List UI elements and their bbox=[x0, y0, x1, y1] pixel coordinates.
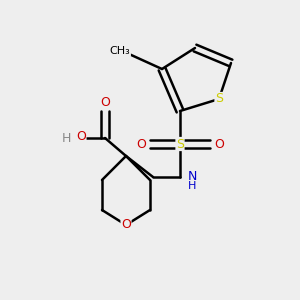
Text: O: O bbox=[136, 137, 146, 151]
Text: O: O bbox=[76, 130, 86, 143]
Text: O: O bbox=[100, 95, 110, 109]
Text: CH₃: CH₃ bbox=[110, 46, 130, 56]
Text: S: S bbox=[215, 92, 223, 106]
Text: S: S bbox=[176, 137, 184, 151]
Text: O: O bbox=[121, 218, 131, 232]
Text: O: O bbox=[214, 137, 224, 151]
Text: N: N bbox=[187, 170, 197, 184]
Text: H: H bbox=[188, 181, 196, 191]
Text: H: H bbox=[61, 131, 71, 145]
